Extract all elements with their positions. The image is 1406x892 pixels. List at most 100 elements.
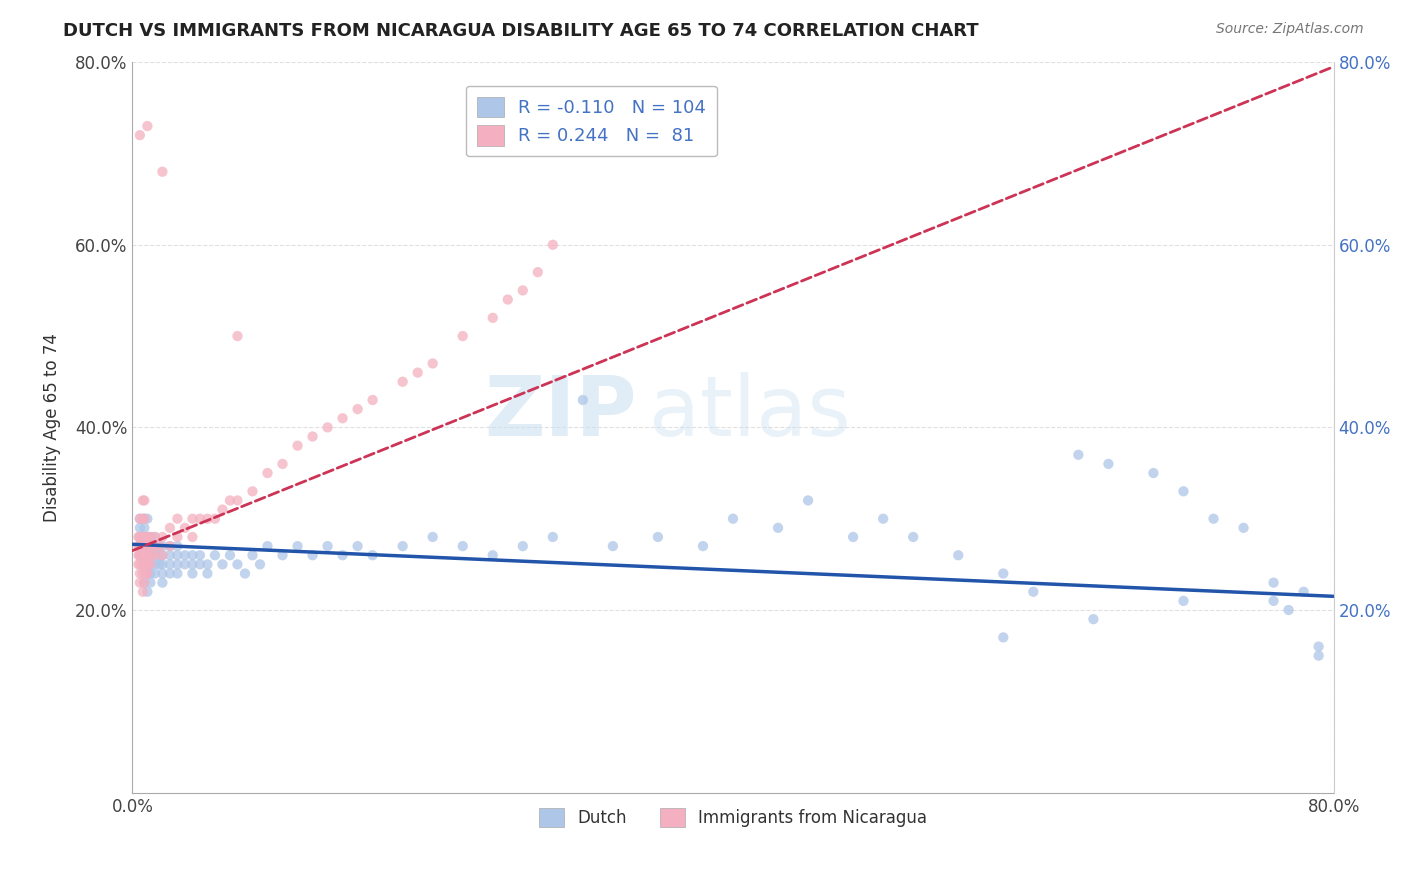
Legend: Dutch, Immigrants from Nicaragua: Dutch, Immigrants from Nicaragua	[530, 799, 935, 836]
Point	[139, 548, 162, 562]
Point	[132, 539, 155, 553]
Point	[135, 566, 157, 581]
Point	[136, 539, 159, 553]
Point	[233, 566, 256, 581]
Point	[301, 429, 323, 443]
Point	[128, 530, 150, 544]
Point	[128, 548, 150, 562]
Point	[842, 530, 865, 544]
Point	[128, 521, 150, 535]
Point	[143, 530, 166, 544]
Point	[159, 548, 181, 562]
Point	[1202, 512, 1225, 526]
Point	[181, 566, 204, 581]
Point	[134, 548, 156, 562]
Point	[152, 165, 174, 179]
Point	[134, 521, 156, 535]
Point	[152, 566, 174, 581]
Point	[721, 512, 744, 526]
Point	[219, 493, 242, 508]
Point	[134, 493, 156, 508]
Point	[287, 439, 309, 453]
Point	[134, 512, 156, 526]
Point	[226, 493, 249, 508]
Point	[872, 512, 894, 526]
Point	[1232, 521, 1254, 535]
Point	[135, 548, 157, 562]
Point	[134, 530, 156, 544]
Point	[127, 548, 149, 562]
Point	[256, 466, 278, 480]
Point	[1097, 457, 1119, 471]
Point	[197, 558, 219, 572]
Point	[422, 530, 444, 544]
Point	[301, 548, 323, 562]
Point	[166, 539, 188, 553]
Text: atlas: atlas	[650, 372, 851, 453]
Point	[128, 128, 150, 143]
Point	[159, 539, 181, 553]
Point	[602, 539, 624, 553]
Point	[128, 566, 150, 581]
Point	[136, 539, 159, 553]
Point	[132, 493, 155, 508]
Point	[127, 539, 149, 553]
Point	[148, 558, 170, 572]
Point	[135, 530, 157, 544]
Point	[136, 512, 159, 526]
Point	[481, 310, 503, 325]
Point	[527, 265, 550, 279]
Point	[174, 521, 197, 535]
Point	[134, 558, 156, 572]
Point	[136, 566, 159, 581]
Point	[132, 584, 155, 599]
Point	[148, 539, 170, 553]
Point	[512, 284, 534, 298]
Point	[242, 548, 264, 562]
Point	[152, 548, 174, 562]
Point	[139, 530, 162, 544]
Point	[143, 548, 166, 562]
Point	[204, 548, 226, 562]
Point	[143, 566, 166, 581]
Point	[134, 539, 156, 553]
Point	[496, 293, 519, 307]
Point	[422, 356, 444, 370]
Point	[692, 539, 714, 553]
Point	[127, 530, 149, 544]
Point	[148, 548, 170, 562]
Point	[132, 530, 155, 544]
Point	[166, 512, 188, 526]
Point	[211, 502, 233, 516]
Point	[181, 530, 204, 544]
Point	[316, 539, 339, 553]
Point	[391, 375, 413, 389]
Point	[132, 548, 155, 562]
Point	[139, 539, 162, 553]
Point	[541, 237, 564, 252]
Point	[128, 530, 150, 544]
Point	[1067, 448, 1090, 462]
Point	[139, 558, 162, 572]
Y-axis label: Disability Age 65 to 74: Disability Age 65 to 74	[44, 333, 60, 522]
Point	[249, 558, 271, 572]
Point	[181, 548, 204, 562]
Point	[143, 539, 166, 553]
Point	[256, 539, 278, 553]
Point	[361, 548, 384, 562]
Point	[136, 558, 159, 572]
Point	[346, 539, 368, 553]
Point	[332, 411, 354, 425]
Point	[271, 548, 294, 562]
Point	[181, 558, 204, 572]
Point	[1142, 466, 1164, 480]
Point	[1292, 584, 1315, 599]
Point	[361, 392, 384, 407]
Point	[451, 329, 474, 343]
Point	[139, 539, 162, 553]
Point	[143, 558, 166, 572]
Point	[391, 539, 413, 553]
Point	[134, 558, 156, 572]
Point	[134, 575, 156, 590]
Point	[1308, 648, 1330, 663]
